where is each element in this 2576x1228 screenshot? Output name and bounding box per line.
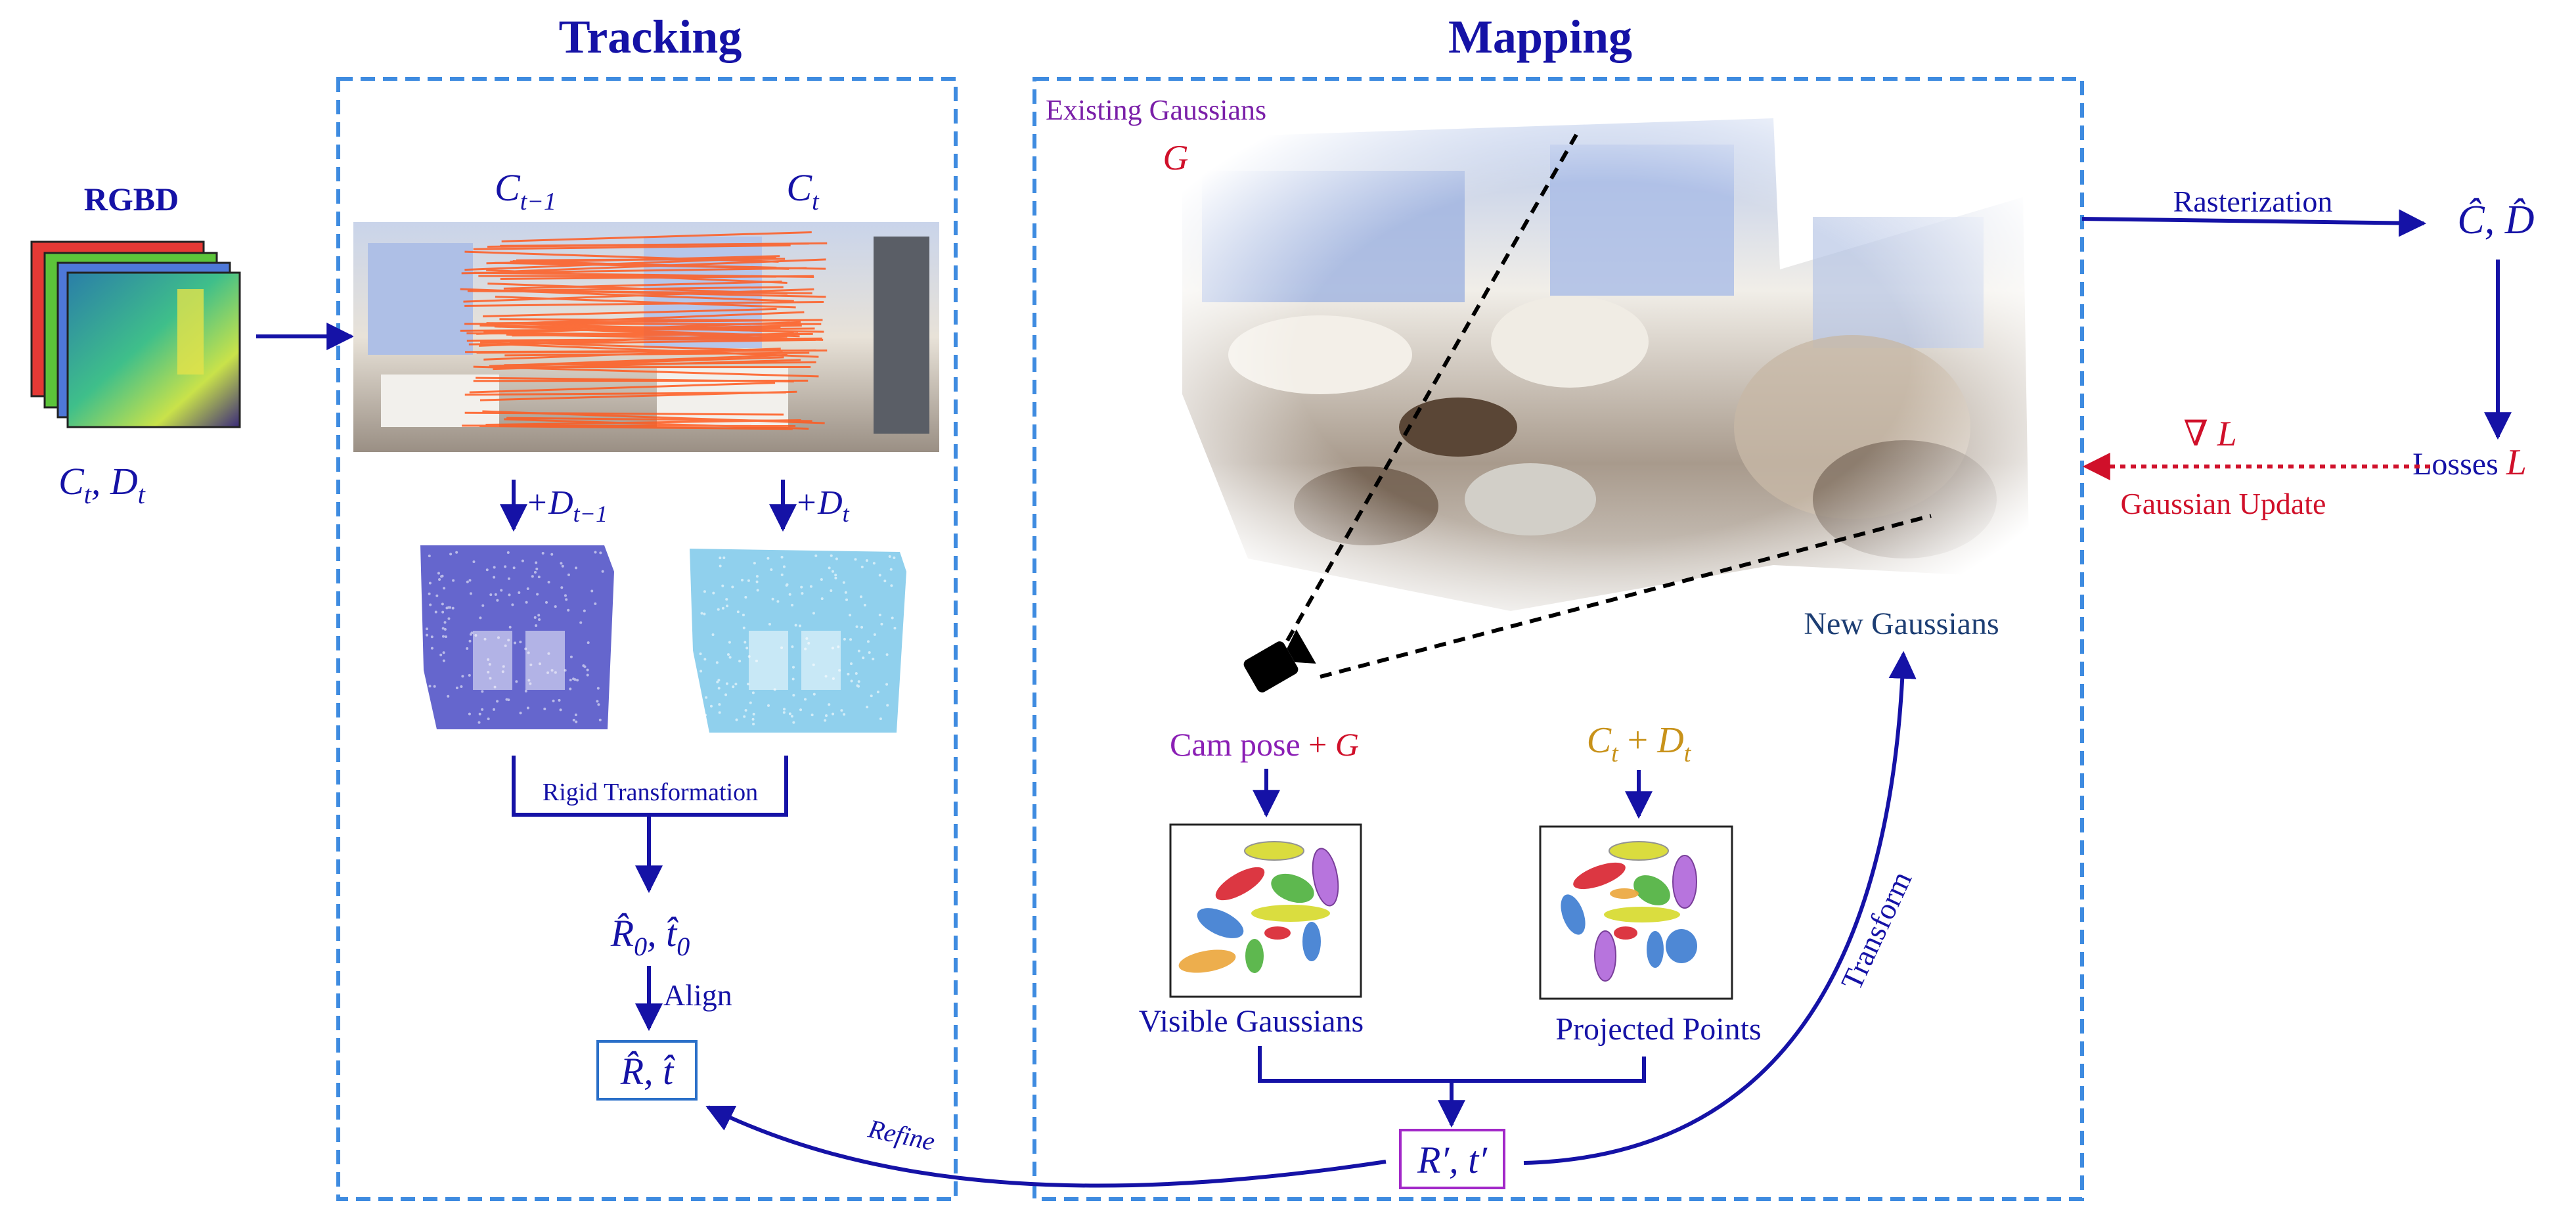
r-prime-t-prime: R′, t′: [1417, 1139, 1488, 1181]
refine-arrow: [705, 1105, 1387, 1188]
tracking-title: Tracking: [559, 11, 742, 63]
ct-dt-label: Ct + Dt: [1587, 720, 1692, 767]
projected-points-label: Projected Points: [1555, 1012, 1761, 1047]
gaussian-scene-render: [1182, 118, 2030, 611]
mapping-box: [1033, 77, 2084, 1201]
plus-prev-depth: +Dt−1: [525, 484, 608, 527]
gradient-label: ∇ L: [2183, 414, 2236, 453]
camera-ray-bottom: [1320, 514, 1932, 679]
refined-estimate: R̂, t̂: [620, 1050, 675, 1093]
projected-points-figure: [1539, 825, 1733, 1000]
transform-label: Transform: [1834, 866, 1919, 995]
input-label: Ct, Dt: [58, 460, 146, 509]
initial-estimate: R̂0, t̂0: [610, 912, 690, 961]
rasterization-arrow: [2081, 209, 2427, 237]
align-label: Align: [663, 978, 732, 1012]
rendered-images: Ĉ, D̂: [2457, 198, 2534, 242]
mapping-title: Mapping: [1448, 11, 1632, 63]
gaussian-update-label: Gaussian Update: [2121, 487, 2326, 520]
point-cloud-prev: [420, 545, 614, 729]
existing-gaussians-label: Existing Gaussians: [1046, 94, 1266, 126]
prev-frame-label: Ct−1: [495, 166, 556, 216]
tracking-box: [336, 77, 958, 1201]
losses-label: Losses L: [2412, 442, 2527, 483]
rigid-transformation-label: Rigid Transformation: [543, 779, 758, 806]
visible-gaussians-label: Visible Gaussians: [1139, 1004, 1364, 1039]
curr-frame-label: Ct: [786, 166, 820, 216]
refined-estimate-box: [596, 1040, 698, 1101]
cam-pose-g-label: Cam pose + G: [1170, 726, 1359, 763]
visible-gaussians-figure: [1169, 823, 1362, 998]
point-cloud-curr: [690, 549, 906, 733]
rasterization-label: Rasterization: [2173, 185, 2333, 218]
r-prime-box: [1399, 1129, 1505, 1189]
rgbd-stack-icon: [30, 240, 241, 428]
new-gaussians-label: New Gaussians: [1804, 606, 1999, 641]
rgbd-title: RGBD: [84, 181, 179, 217]
merge-bracket: [1258, 1046, 1646, 1083]
refine-label: Refine: [865, 1114, 937, 1156]
camera-icon: [1243, 629, 1316, 693]
frame-pair-image: [353, 222, 939, 452]
plus-curr-depth: +Dt: [795, 484, 850, 527]
transform-arrow: [1523, 650, 1917, 1165]
